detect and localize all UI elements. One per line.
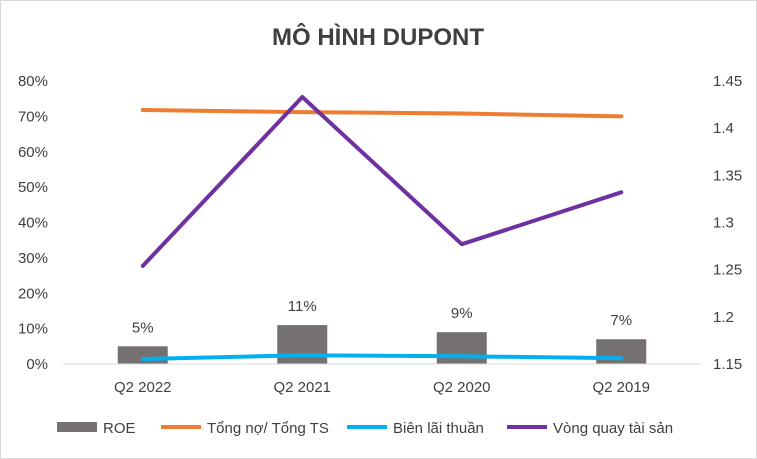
y-left-tick-label: 20% [18, 285, 48, 302]
y-right-tick-label: 1.4 [713, 120, 734, 137]
x-axis-ticks: Q2 2022 Q2 2021 Q2 2020 Q2 2019 [114, 379, 650, 396]
y-left-tick-label: 0% [26, 356, 48, 373]
y-right-tick-label: 1.35 [713, 167, 742, 184]
legend-label: ROE [103, 420, 136, 437]
legend-label: Biên lãi thuần [393, 420, 484, 437]
left-axis-ticks: 0% 10% 20% 30% 40% 50% 60% 70% 80% [18, 73, 48, 373]
y-left-tick-label: 80% [18, 73, 48, 90]
y-left-tick-label: 40% [18, 215, 48, 232]
legend: ROE Tổng nợ/ Tổng TS Biên lãi thuần Vòng qu… [57, 420, 673, 437]
roe-bar [436, 332, 487, 364]
y-right-tick-label: 1.25 [713, 262, 742, 279]
y-right-tick-label: 1.2 [713, 309, 734, 326]
legend-label: Tổng nợ/ Tổng TS [207, 420, 329, 437]
x-tick-label: Q2 2021 [273, 379, 331, 396]
series-line-bi-n-l-i-thu-n [140, 353, 624, 361]
line-series [140, 95, 624, 361]
roe-bar [117, 346, 168, 364]
x-tick-label: Q2 2020 [433, 379, 491, 396]
series-line-v-ng-quay-t-i-s-n [140, 95, 624, 268]
right-axis-ticks: 1.15 1.2 1.25 1.3 1.35 1.4 1.45 [713, 73, 742, 373]
y-left-tick-label: 50% [18, 179, 48, 196]
series-line-t-ng-n-t-ng-ts [140, 108, 624, 119]
roe-bar [277, 325, 328, 364]
roe-data-label: 7% [610, 312, 632, 329]
y-left-tick-label: 60% [18, 144, 48, 161]
y-left-tick-label: 10% [18, 321, 48, 338]
legend-label: Vòng quay tài sản [553, 420, 673, 437]
roe-data-label: 5% [132, 319, 154, 336]
chart-title: MÔ HÌNH DUPONT [272, 23, 484, 51]
y-left-tick-label: 30% [18, 250, 48, 267]
x-tick-label: Q2 2022 [114, 379, 172, 396]
y-right-tick-label: 1.3 [713, 215, 734, 232]
roe-data-label: 11% [288, 298, 317, 315]
roe-data-label: 9% [451, 305, 473, 322]
y-right-tick-label: 1.15 [713, 356, 742, 373]
legend-swatch-bar [57, 422, 97, 432]
y-right-tick-label: 1.45 [713, 73, 742, 90]
y-left-tick-label: 70% [18, 108, 48, 125]
x-tick-label: Q2 2019 [592, 379, 650, 396]
